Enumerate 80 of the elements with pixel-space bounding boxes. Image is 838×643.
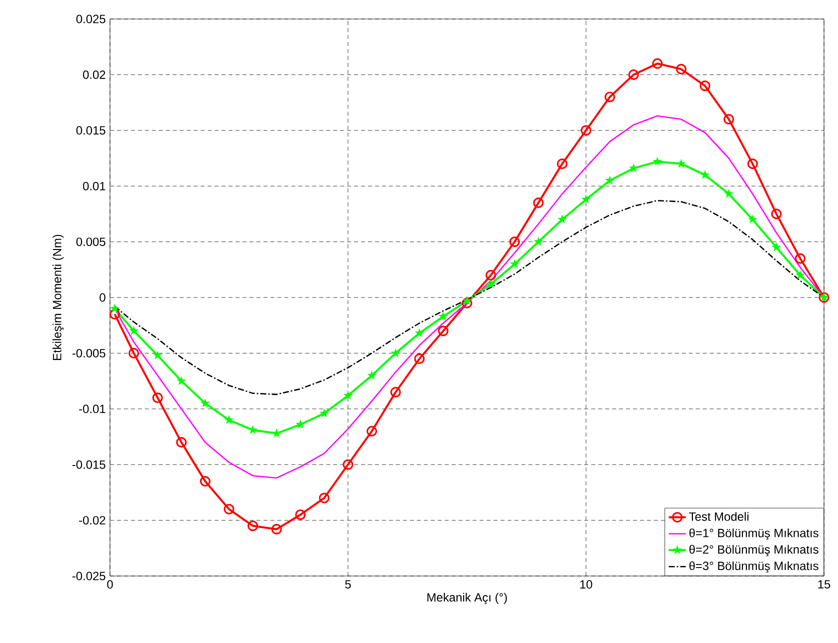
point [556,158,568,170]
point [176,376,186,386]
point [581,194,591,204]
point [248,425,258,434]
x-tick-label: 10 [580,580,592,589]
legend-label: θ=1° Bölünmüş Mıknatıs [689,528,818,540]
x-tick-label: 0 [107,580,113,589]
y-tick-label: 0.015 [76,126,106,135]
legend-label: θ=2° Bölünmüş Mıknatıs [689,544,818,556]
point [319,408,329,418]
y-tick-label: -0.01 [79,404,106,414]
point [414,353,425,364]
point [272,428,282,438]
point [795,270,805,280]
point [509,236,520,248]
point [771,208,782,220]
point [510,259,520,268]
legend-label: Test Modeli [689,512,748,521]
point [604,92,616,102]
point [652,156,662,166]
point [128,348,140,358]
y-tick-label: 0.005 [76,238,106,246]
point [248,520,258,532]
point [176,437,187,448]
point [724,188,734,198]
point [296,420,306,429]
point [533,198,544,208]
point [676,158,686,168]
point [390,386,401,398]
point [200,476,210,487]
point [748,214,758,224]
point [794,253,806,264]
point [628,69,639,80]
point [152,392,163,404]
point [534,236,544,246]
point [110,304,120,313]
point [438,326,448,336]
y-tick-label: 0.01 [83,182,106,190]
point [109,308,120,320]
y-tick-label: 0.02 [83,70,106,79]
x-axis-title: Mekanik Açı (°) [427,592,507,604]
x-tick-label: 5 [345,580,351,589]
point [772,242,782,252]
point [129,326,139,335]
point [367,370,377,380]
point [580,125,592,136]
point [390,348,400,358]
y-tick-label: -0.025 [72,572,106,580]
y-axis-title: Etkileşim Momenti (Nm) [52,234,64,360]
y-tick-label: 0 [100,293,106,302]
point [676,64,686,74]
point [366,426,378,436]
point [605,176,615,185]
point [557,214,567,224]
point [295,509,306,520]
y-tick-label: -0.02 [79,516,106,525]
point [462,298,472,308]
point [438,311,448,320]
y-tick-label: 0.025 [76,14,106,24]
legend-label: θ=3° Bölünmüş Mıknatıs [689,561,818,573]
y-tick-label: -0.015 [72,460,106,469]
point [462,296,472,305]
point [414,328,424,338]
point [700,80,710,92]
y-tick-label: -0.005 [72,348,106,358]
point [486,270,496,281]
point [224,415,234,424]
point [224,504,234,514]
point [271,524,282,534]
point [200,398,210,408]
point [342,459,354,470]
point [343,390,353,400]
x-tick-label: 15 [818,580,830,589]
point [318,492,330,504]
point [747,158,758,170]
point [152,350,162,360]
point [486,279,496,288]
point [724,114,734,125]
point [652,58,663,69]
point [700,170,710,179]
